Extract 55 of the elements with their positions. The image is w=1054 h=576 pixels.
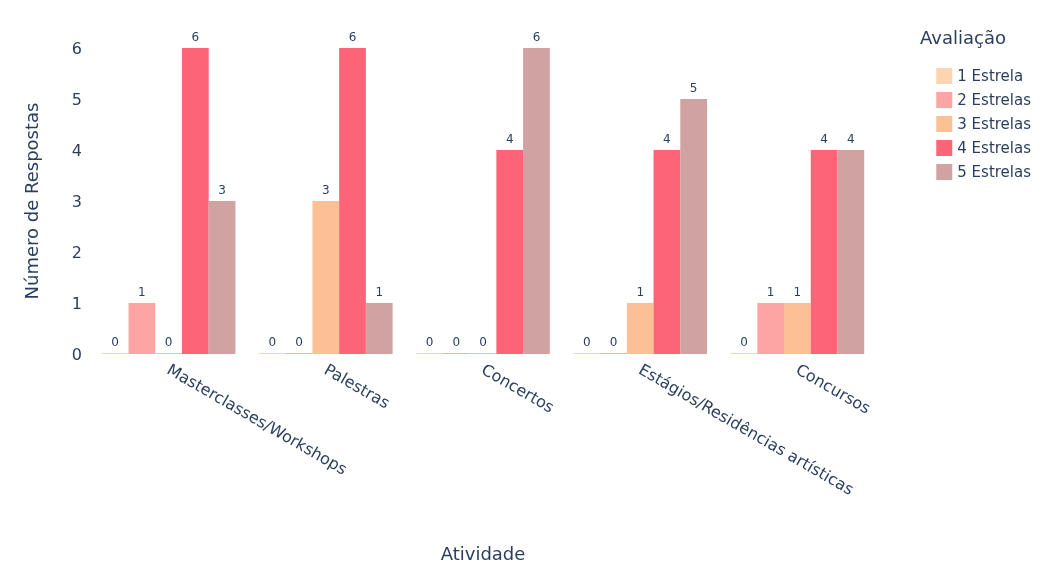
- data-label: 1: [636, 285, 645, 299]
- data-label: 0: [582, 335, 591, 349]
- y-tick-label: 5: [71, 89, 82, 109]
- data-label: 1: [793, 285, 802, 299]
- data-label: 4: [847, 132, 855, 146]
- data-label: 4: [663, 132, 671, 146]
- data-label: 0: [164, 335, 173, 349]
- y-tick-label: 0: [71, 344, 82, 364]
- bar: [365, 303, 393, 354]
- bar: [653, 150, 681, 354]
- data-label: 0: [295, 335, 303, 349]
- data-label: 6: [348, 30, 357, 44]
- bar: [339, 48, 366, 354]
- bar: [680, 99, 708, 354]
- y-tick-label: 4: [71, 140, 82, 160]
- y-axis-title: Número de Respostas: [20, 102, 42, 300]
- y-tick-label: 1: [71, 293, 82, 313]
- data-label: 4: [820, 132, 828, 146]
- data-label: 6: [191, 30, 200, 44]
- legend-label: 2 Estrelas: [957, 91, 1032, 109]
- bar: [523, 48, 550, 354]
- data-label: 6: [532, 30, 541, 44]
- data-label: 4: [505, 132, 514, 146]
- x-axis-title: Atividade: [440, 542, 526, 564]
- bar: [208, 201, 236, 354]
- bar: [757, 303, 785, 354]
- data-label: 0: [268, 335, 277, 349]
- data-label: 0: [609, 335, 618, 349]
- data-label: 0: [111, 335, 119, 349]
- data-label: 1: [375, 285, 384, 299]
- legend-label: 5 Estrelas: [957, 163, 1032, 181]
- y-tick-label: 3: [71, 191, 82, 211]
- y-tick-label: 6: [71, 38, 82, 58]
- data-label: 0: [740, 335, 748, 349]
- legend-title: Avaliação: [920, 26, 1007, 48]
- data-label: 1: [138, 285, 146, 299]
- data-label: 0: [425, 335, 434, 349]
- bar: [181, 48, 209, 354]
- bar: [496, 150, 524, 354]
- data-label: 0: [479, 335, 487, 349]
- bar: [128, 303, 156, 354]
- legend-label: 4 Estrelas: [957, 139, 1032, 157]
- bar: [626, 303, 654, 354]
- data-label: 0: [452, 335, 461, 349]
- data-label: 1: [766, 285, 775, 299]
- data-label: 5: [689, 81, 698, 95]
- bar: [784, 303, 811, 354]
- bar: [810, 150, 838, 354]
- y-tick-label: 2: [71, 242, 82, 262]
- bar: [837, 150, 865, 354]
- data-label: 3: [321, 183, 330, 197]
- bar: [312, 201, 340, 354]
- data-label: 3: [218, 183, 226, 197]
- legend-label: 1 Estrela: [957, 67, 1024, 85]
- legend-label: 3 Estrelas: [957, 115, 1032, 133]
